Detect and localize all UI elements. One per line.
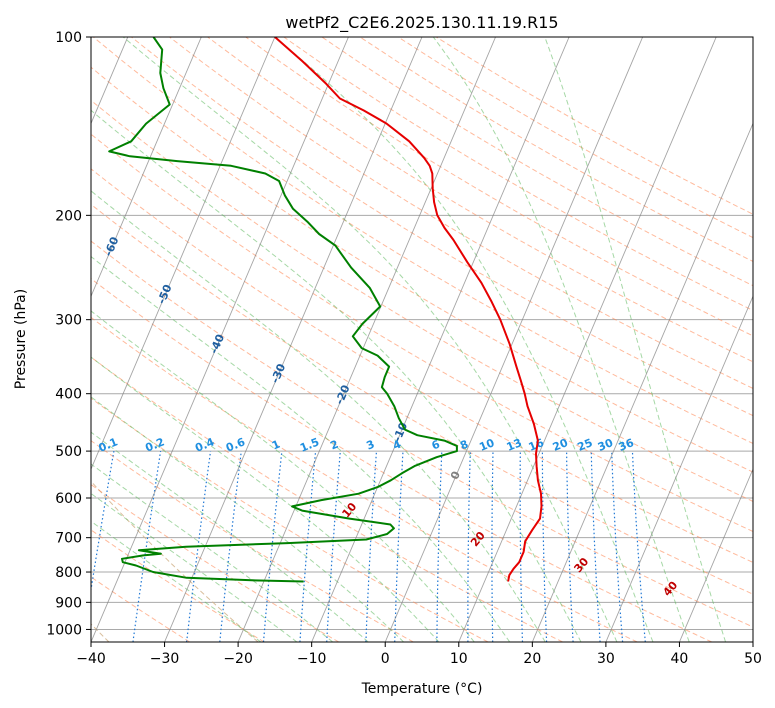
dry-adiabat — [131, 37, 753, 417]
moist-adiabat — [91, 109, 582, 642]
mixing-ratio-label: 10 — [477, 436, 496, 454]
y-tick-label: 500 — [55, 444, 82, 460]
dry-adiabat — [91, 356, 563, 642]
isotherm-line — [164, 37, 423, 642]
dry-adiabat — [91, 168, 753, 563]
dry-adiabat — [169, 37, 753, 389]
isotherm-line — [311, 37, 570, 642]
y-tick-label: 600 — [55, 491, 82, 507]
dry-adiabat — [91, 278, 713, 642]
mixing-ratio-label: 8 — [458, 438, 470, 453]
moist-adiabat — [91, 492, 298, 642]
mixing-ratio-label: 2 — [328, 438, 340, 453]
isotherm-line — [458, 37, 717, 642]
y-tick-label: 200 — [55, 208, 82, 224]
dry-adiabat — [91, 99, 753, 502]
mixing-ratio-line — [219, 451, 242, 642]
mixing-ratio-line — [186, 451, 212, 642]
moist-adiabat — [544, 37, 727, 642]
moist-adiabat — [91, 310, 475, 642]
x-tick-label: −10 — [297, 651, 327, 667]
x-tick-label: −20 — [223, 651, 253, 667]
temperature-profile-line — [274, 37, 543, 582]
dry-adiabat — [91, 529, 265, 642]
mixing-ratio-line — [91, 450, 115, 594]
mixing-ratio-label: 20 — [551, 436, 570, 454]
mixing-ratio-label: 1 — [270, 438, 282, 453]
dry-adiabat — [91, 397, 489, 642]
isotherm-line — [679, 467, 753, 642]
mixing-ratio-label: 30 — [596, 436, 615, 454]
dewpoint-profile-line — [108, 37, 458, 583]
y-axis: 100 200 300 400 500 600 700 800 900 1000 — [46, 30, 91, 638]
mixing-ratio-line — [299, 451, 317, 642]
x-tick-label: 50 — [744, 651, 762, 667]
dry-adiabat — [91, 240, 753, 628]
mixing-ratio-line — [262, 451, 283, 642]
mixing-ratio-label: 3 — [364, 438, 376, 453]
y-tick-label: 1000 — [46, 622, 82, 638]
moist-adiabat — [91, 356, 440, 642]
lcl-curve — [91, 480, 259, 642]
y-tick-label: 400 — [55, 387, 82, 403]
x-axis: −40 −30 −20 −10 0 10 20 30 40 50 — [76, 642, 762, 667]
x-tick-label: 40 — [671, 651, 689, 667]
isotherm-line — [91, 37, 349, 642]
dry-adiabat — [91, 133, 753, 533]
plot-frame — [90, 36, 754, 643]
moist-adiabat — [91, 520, 262, 642]
moist-adiabats — [91, 37, 727, 642]
moist-adiabat — [91, 190, 546, 642]
x-tick-label: 0 — [381, 651, 390, 667]
moist-adiabat — [91, 255, 511, 642]
x-axis-label: Temperature (°C) — [361, 681, 483, 697]
moist-adiabat — [432, 37, 690, 642]
lcl-curves — [91, 480, 259, 642]
chart-title: wetPf2_C2E6.2025.130.11.19.R15 — [285, 13, 558, 33]
dry-adiabat — [91, 203, 753, 595]
dry-adiabat — [91, 483, 340, 642]
y-tick-label: 900 — [55, 595, 82, 611]
mixing-ratio-label: 36 — [617, 436, 636, 454]
isotherm-line — [91, 37, 202, 298]
isotherm-line — [384, 37, 644, 642]
dry-adiabat — [91, 316, 638, 642]
mixing-ratio-label: 25 — [575, 436, 594, 454]
isotherm-line — [237, 37, 496, 642]
y-tick-label: 100 — [55, 30, 82, 46]
y-tick-label: 300 — [55, 313, 82, 329]
dry-adiabat — [207, 37, 753, 363]
dry-adiabats — [91, 37, 753, 642]
x-tick-label: −30 — [150, 651, 180, 667]
y-tick-label: 800 — [55, 565, 82, 581]
plot-area: -100-90-80-70-60-50-40-30-20-10010203040… — [91, 37, 753, 642]
isotherm-line — [91, 37, 276, 471]
x-tick-label: 20 — [523, 651, 541, 667]
moist-adiabat — [91, 396, 404, 642]
y-tick-label: 700 — [55, 531, 82, 547]
mixing-ratio-label: 13 — [505, 436, 524, 454]
x-tick-label: 10 — [450, 651, 468, 667]
sounding-profiles — [108, 37, 543, 583]
moist-adiabat — [91, 463, 334, 642]
y-axis-label: Pressure (hPa) — [13, 289, 29, 389]
moist-adiabat — [274, 37, 654, 642]
x-tick-label: 30 — [597, 651, 615, 667]
moist-adiabat — [122, 37, 618, 642]
x-tick-label: −40 — [76, 651, 106, 667]
isotherm-line — [531, 122, 753, 642]
isotherm-line — [605, 295, 753, 642]
isotherms — [91, 37, 753, 642]
